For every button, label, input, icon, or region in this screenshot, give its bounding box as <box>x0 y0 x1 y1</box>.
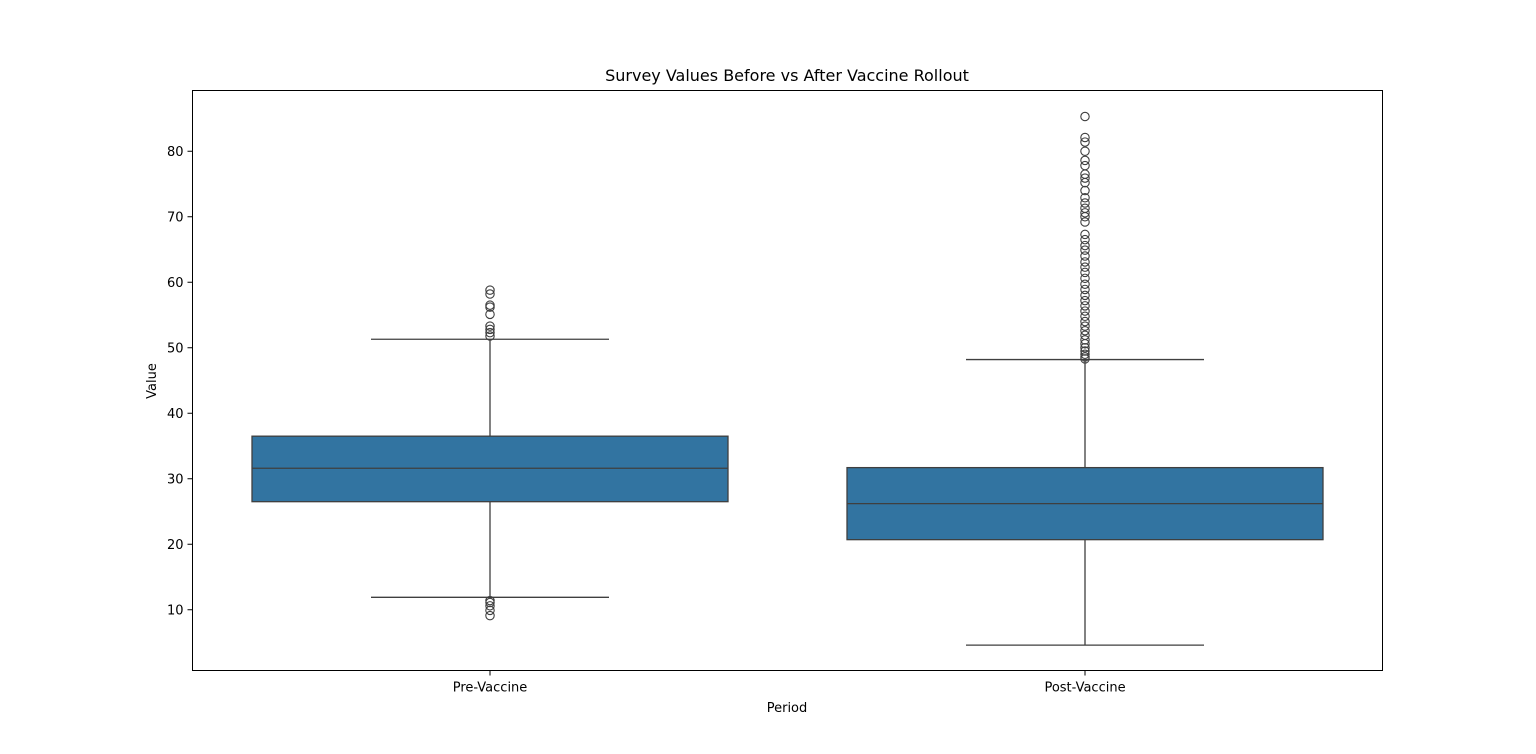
outlier-point <box>1080 352 1090 362</box>
outlier-point <box>1080 234 1090 245</box>
y-tick-label: 40 <box>167 407 184 422</box>
y-axis: 10 20 30 40 50 60 70 80 <box>167 145 193 618</box>
chart-title: Survey Values Before vs After Vaccine Ro… <box>605 66 969 85</box>
outlier-point <box>1080 132 1090 143</box>
outlier-point <box>1080 330 1090 341</box>
outlier-point <box>1080 284 1090 295</box>
outlier-point <box>1080 203 1090 213</box>
outlier-point <box>485 595 495 606</box>
outlier-point <box>1080 251 1090 261</box>
y-tick-label: 60 <box>167 276 184 291</box>
outlier-point <box>1080 229 1090 240</box>
y-tick-label: 20 <box>167 538 184 553</box>
y-tick-label: 30 <box>167 472 184 487</box>
outlier-point <box>1080 240 1090 251</box>
outlier-point <box>1080 295 1090 306</box>
outlier-point <box>485 309 495 320</box>
outlier-point <box>1080 160 1090 171</box>
outlier-point <box>1080 346 1090 356</box>
outlier-point <box>1080 273 1090 284</box>
outlier-point <box>1080 208 1090 218</box>
outlier-point <box>1080 279 1090 289</box>
outlier-point <box>1080 198 1090 208</box>
outlier-point <box>485 321 495 331</box>
outlier-point <box>1080 325 1090 336</box>
y-tick-label: 10 <box>167 603 184 618</box>
outlier-point <box>1080 262 1090 272</box>
outlier-point <box>1080 111 1090 122</box>
outlier-point <box>485 285 495 295</box>
outlier-point <box>1080 155 1090 166</box>
x-axis: Pre-Vaccine Post-Vaccine <box>453 670 1126 696</box>
outlier-point <box>1080 193 1090 203</box>
plot-frame <box>192 90 1383 671</box>
outlier-point <box>485 289 495 299</box>
y-axis-title: Value <box>145 363 160 399</box>
outlier-point <box>1080 306 1090 316</box>
box-group-pre-vaccine <box>251 285 729 621</box>
outlier-point <box>485 300 495 310</box>
outlier-point <box>1080 173 1090 183</box>
outlier-point <box>1080 267 1090 278</box>
y-tick-label: 50 <box>167 341 184 356</box>
outlier-point <box>1080 146 1090 157</box>
outlier-point <box>1080 311 1090 322</box>
outlier-point <box>485 601 495 611</box>
plot-area <box>251 111 1324 646</box>
outlier-point <box>1080 257 1090 267</box>
outlier-point <box>485 327 495 338</box>
outlier-point <box>1080 316 1090 327</box>
box-group-post-vaccine <box>846 111 1324 646</box>
outlier-point <box>1080 290 1090 301</box>
y-tick-label: 70 <box>167 210 184 225</box>
outlier-point <box>1080 321 1090 331</box>
y-tick-label: 80 <box>167 145 184 160</box>
outlier-point <box>1080 349 1090 360</box>
outlier-point <box>485 324 495 335</box>
outlier-point <box>1080 217 1090 227</box>
iqr-box <box>251 435 729 503</box>
outlier-point <box>1080 335 1090 345</box>
x-tick-label: Pre-Vaccine <box>453 681 528 696</box>
x-axis-title: Period <box>767 701 808 716</box>
outlier-point <box>1080 245 1090 255</box>
outlier-point <box>485 331 495 341</box>
outlier-point <box>1080 301 1090 311</box>
outlier-point <box>1080 137 1090 147</box>
x-tick-label: Post-Vaccine <box>1044 681 1125 696</box>
outlier-point <box>485 610 495 621</box>
